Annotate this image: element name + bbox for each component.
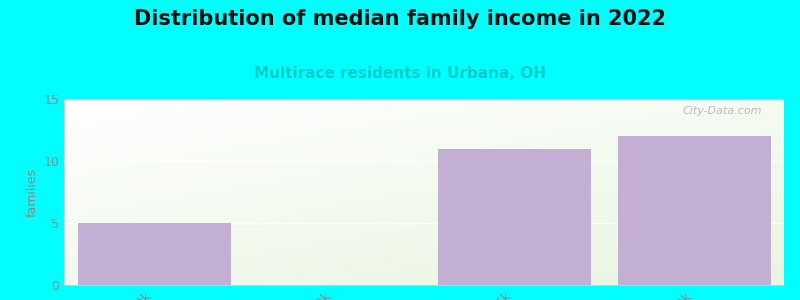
Bar (438, 148, 590, 285)
Text: Multirace residents in Urbana, OH: Multirace residents in Urbana, OH (254, 66, 546, 81)
Text: Distribution of median family income in 2022: Distribution of median family income in … (134, 9, 666, 29)
Bar (618, 136, 770, 285)
Text: City-Data.com: City-Data.com (683, 106, 762, 116)
Bar (78, 223, 230, 285)
Y-axis label: families: families (26, 167, 39, 217)
